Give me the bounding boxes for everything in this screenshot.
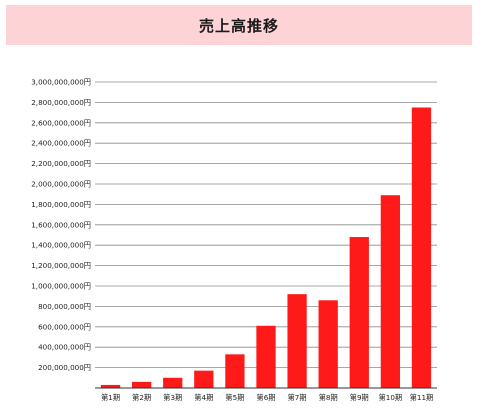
y-tick-label: 600,000,000円 [38, 322, 91, 331]
y-tick-label: 2,400,000,000円 [31, 139, 91, 148]
y-tick-label: 3,000,000,000円 [31, 78, 91, 87]
y-tick-label: 1,400,000,000円 [31, 241, 91, 250]
bar-3 [163, 377, 183, 388]
bar-5 [225, 354, 245, 388]
y-tick-label: 400,000,000円 [38, 343, 91, 352]
x-tick-label: 第2期 [132, 393, 151, 402]
y-tick-label: 1,600,000,000円 [31, 220, 91, 229]
x-tick-label: 第10期 [379, 393, 403, 402]
bar-9 [349, 237, 369, 388]
y-tick-label: 800,000,000円 [38, 302, 91, 311]
x-tick-label: 第3期 [163, 393, 182, 402]
bar-4 [194, 370, 214, 388]
bar-6 [256, 325, 276, 388]
bar-7 [287, 294, 307, 388]
y-tick-label: 2,200,000,000円 [31, 159, 91, 168]
bar-8 [318, 300, 338, 388]
x-tick-label: 第1期 [101, 393, 120, 402]
x-tick-label: 第7期 [288, 393, 307, 402]
y-tick-label: 2,000,000,000円 [31, 180, 91, 189]
y-tick-label: 1,000,000,000円 [31, 282, 91, 291]
y-tick-label: 2,600,000,000円 [31, 118, 91, 127]
y-tick-label: 200,000,000円 [38, 363, 91, 372]
bar-2 [131, 381, 152, 388]
x-tick-label: 第11期 [410, 393, 434, 402]
y-tick-label: 2,800,000,000円 [31, 98, 91, 107]
x-tick-label: 第5期 [225, 393, 244, 402]
bar-10 [380, 195, 401, 388]
x-tick-label: 第9期 [350, 393, 369, 402]
x-tick-label: 第8期 [319, 393, 338, 402]
bar-11 [411, 107, 432, 388]
title-banner: 売上高推移 [6, 5, 472, 45]
x-tick-label: 第4期 [194, 393, 213, 402]
x-tick-label: 第6期 [257, 393, 276, 402]
bar-1 [100, 384, 121, 388]
y-tick-label: 1,200,000,000円 [31, 261, 91, 270]
chart-title: 売上高推移 [198, 16, 279, 35]
y-tick-label: 1,800,000,000円 [31, 200, 91, 209]
